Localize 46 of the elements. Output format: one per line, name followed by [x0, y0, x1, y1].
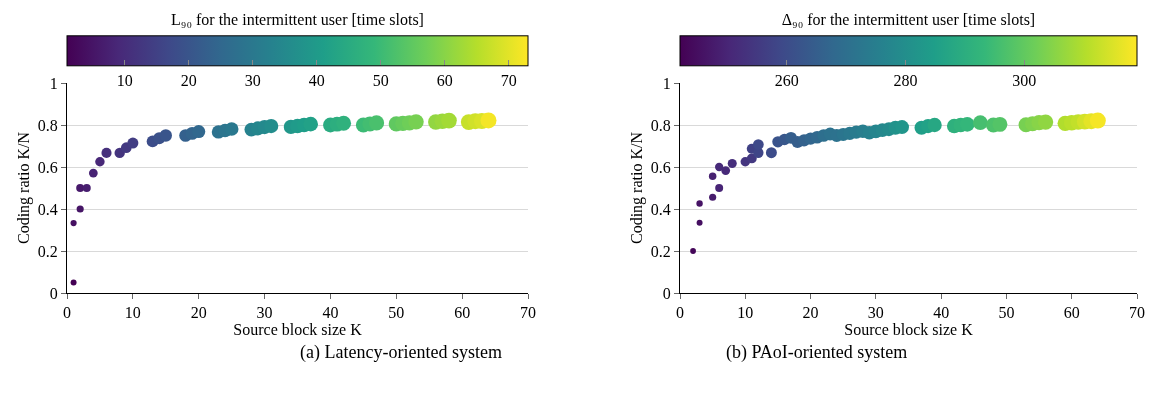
x-tick-label: 60 — [1063, 304, 1080, 322]
y-tick-label: 0.2 — [37, 242, 58, 260]
y-tick-label: 0.4 — [37, 200, 58, 218]
x-tick-label: 70 — [520, 304, 536, 322]
y-tick-label: 1 — [662, 74, 671, 92]
y-axis-title: Coding ratio K/N — [627, 131, 646, 244]
x-tick-label: 40 — [933, 304, 950, 322]
x-tick-label: 50 — [998, 304, 1015, 322]
color-bar-label: 280 — [893, 72, 918, 89]
color-bar-label: 60 — [436, 72, 453, 89]
color-bar-label: 70 — [500, 72, 517, 89]
color-bar-label: 50 — [372, 72, 389, 89]
text: (b) PAoI-oriented system — [726, 342, 908, 363]
x-axis-title: Source block size K — [233, 321, 363, 339]
color-bar-label: 40 — [308, 72, 325, 89]
x-tick-label: 60 — [454, 304, 471, 322]
y-tick-label: 0.4 — [650, 200, 671, 218]
x-tick-label: 10 — [737, 304, 754, 322]
x-tick-label: 0 — [63, 304, 71, 322]
text: (a) Latency-oriented system — [300, 342, 502, 363]
y-axis-title: Coding ratio K/N — [14, 131, 33, 244]
y-tick-label: 0 — [49, 284, 58, 302]
color-bar-label: 10 — [116, 72, 133, 89]
y-tick-label: 0.6 — [650, 158, 671, 176]
y-tick-label: 0.6 — [37, 158, 58, 176]
x-tick-label: 30 — [256, 304, 273, 322]
y-tick-label: 0 — [662, 284, 671, 302]
x-tick-label: 50 — [388, 304, 405, 322]
color-bar-label: 20 — [180, 72, 197, 89]
x-tick-label: 70 — [1129, 304, 1145, 322]
x-axis-title: Source block size K — [844, 321, 974, 339]
x-tick-label: 10 — [124, 304, 141, 322]
y-tick-label: 0.8 — [650, 116, 671, 134]
x-tick-label: 20 — [802, 304, 819, 322]
color-bar-title: L₉₀ for the intermittent user [time slots] — [171, 11, 424, 28]
y-tick-label: 0.8 — [37, 116, 58, 134]
y-tick-label: 1 — [49, 74, 58, 92]
x-tick-label: 30 — [867, 304, 884, 322]
color-bar-label: 300 — [1012, 72, 1037, 89]
color-bar-title: Δ₉₀ for the intermittent user [time slots] — [781, 11, 1036, 28]
x-tick-label: 40 — [322, 304, 339, 322]
y-tick-label: 0.2 — [650, 242, 671, 260]
color-bar-label: 30 — [244, 72, 261, 89]
x-tick-label: 0 — [676, 304, 684, 322]
x-tick-label: 20 — [190, 304, 207, 322]
color-bar-label: 260 — [774, 72, 799, 89]
